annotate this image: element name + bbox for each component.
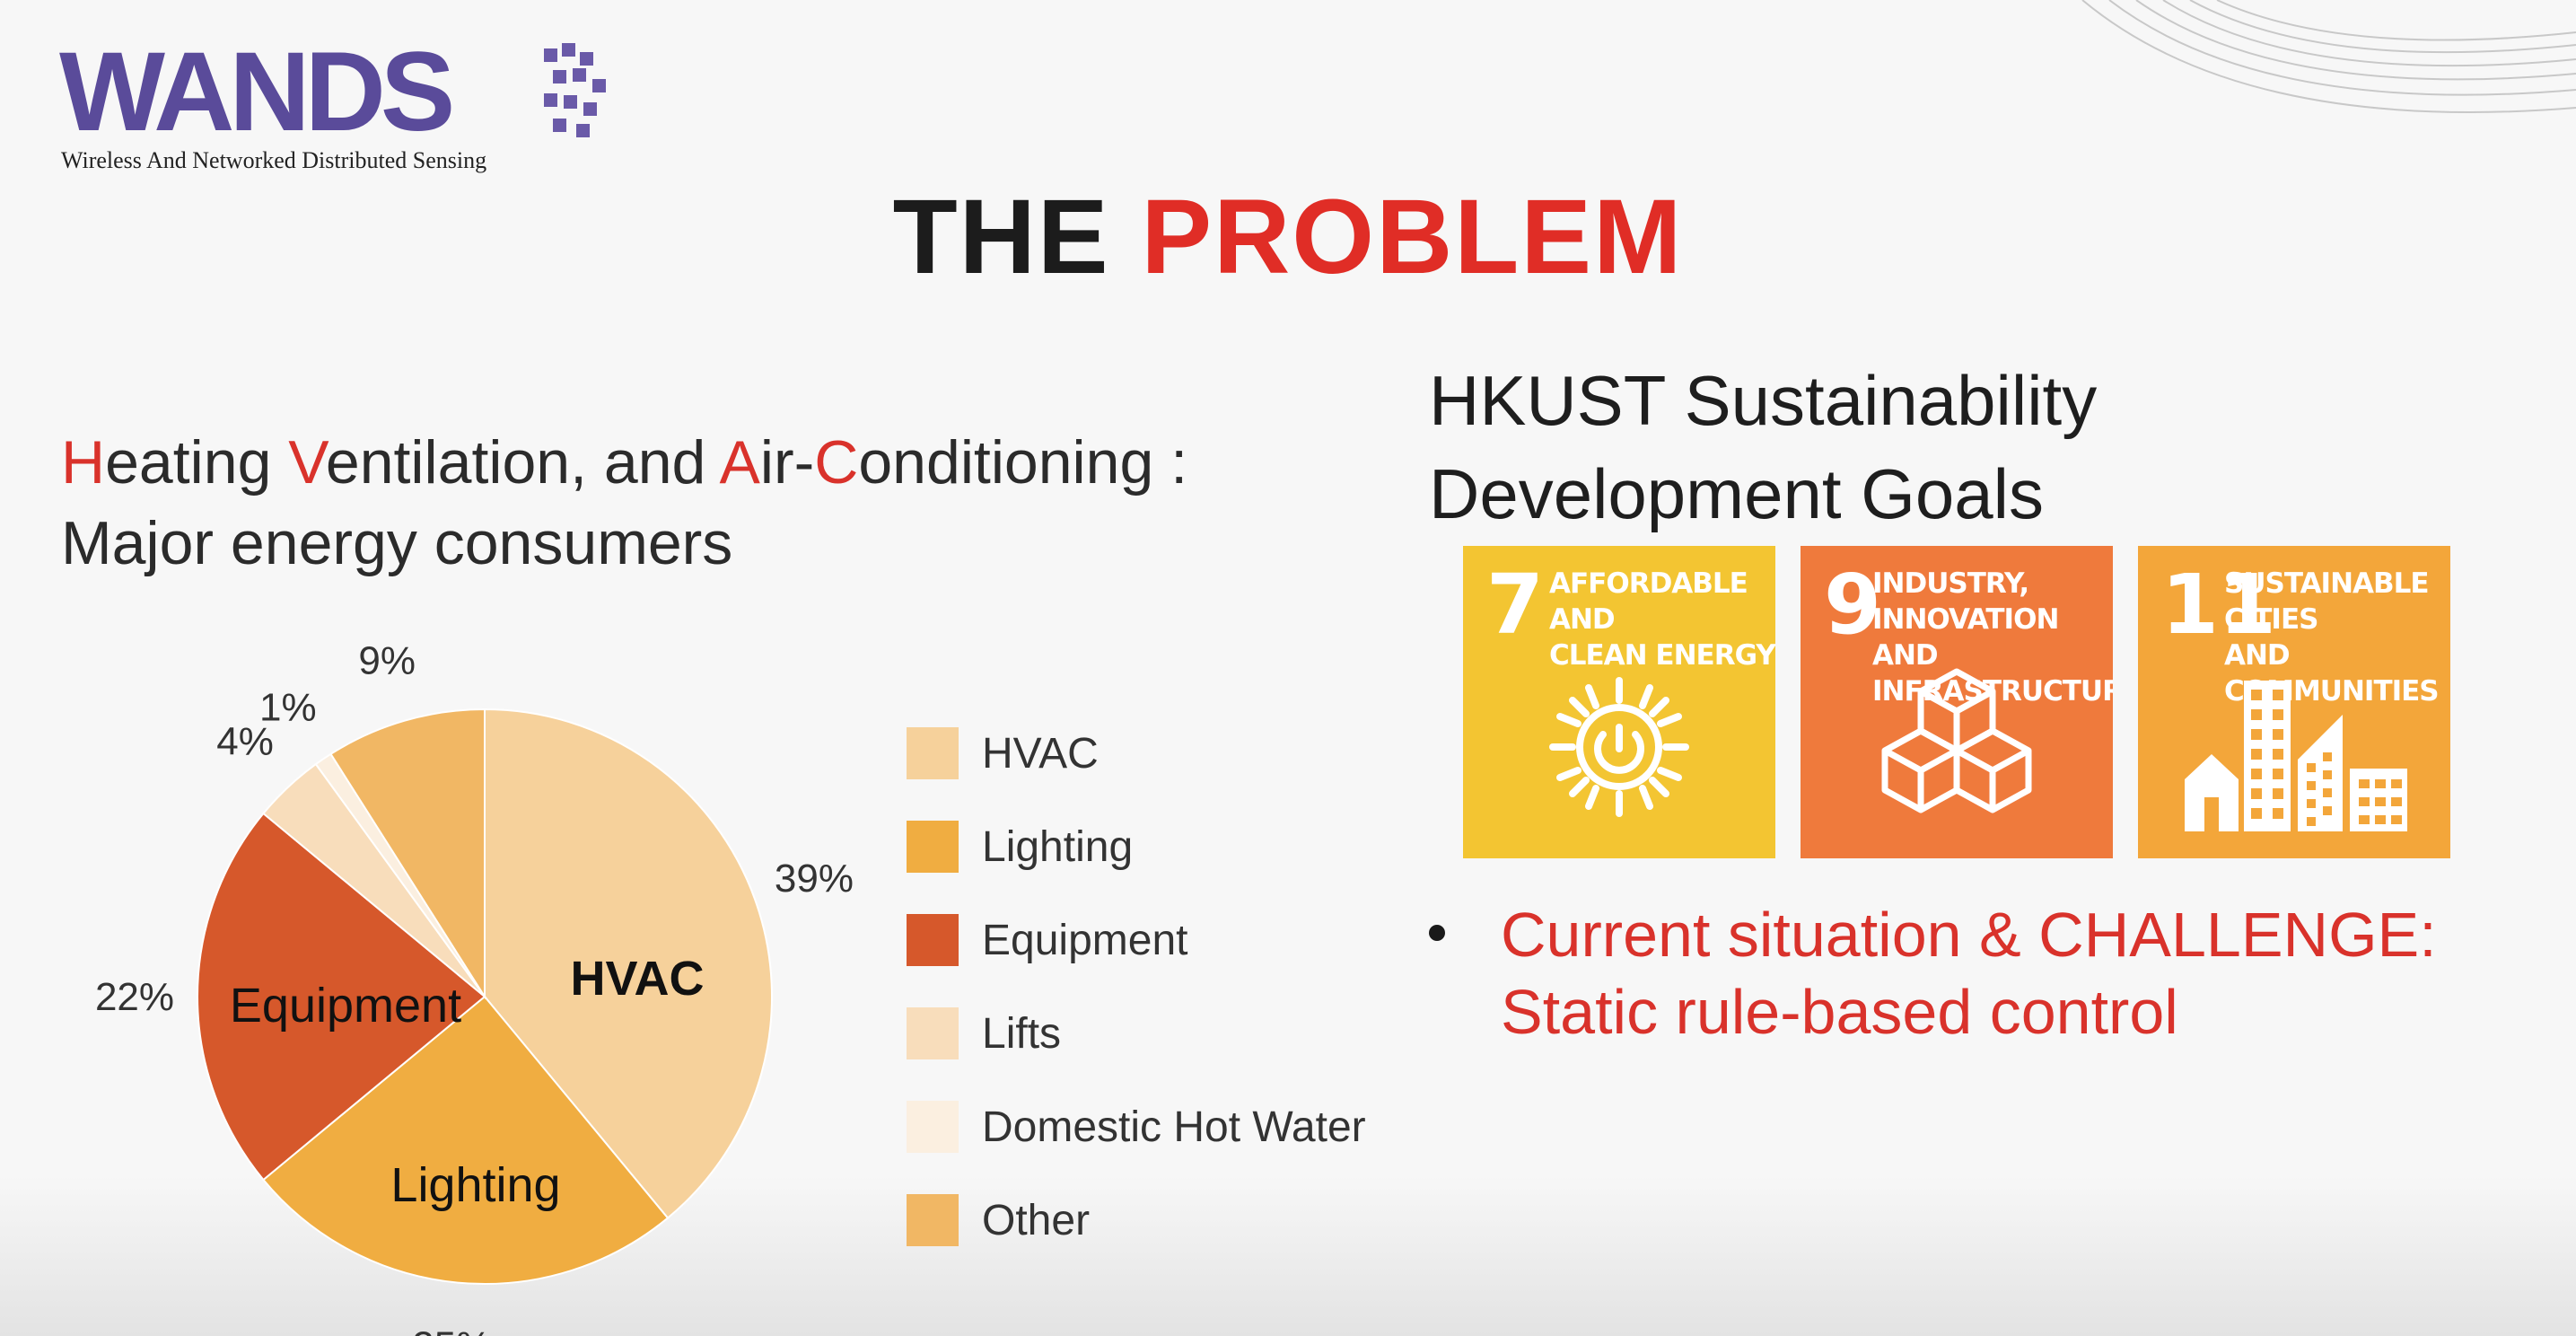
hvac-heading-line2: Major energy consumers <box>61 509 733 577</box>
legend-label: Domestic Hot Water <box>982 1103 1366 1151</box>
legend-swatch <box>907 914 959 966</box>
challenge-line2: Static rule-based control <box>1501 977 2178 1047</box>
hvac-heading-line1: Heating Ventilation, and Air-Conditionin… <box>61 422 1187 503</box>
pie-slice-other <box>329 708 486 1000</box>
hvac-heading: Heating Ventilation, and Air-Conditionin… <box>61 422 1187 584</box>
legend-swatch <box>907 1007 959 1059</box>
legend-label: Equipment <box>982 917 1188 964</box>
sdg-tile-9: 9 INDUSTRY, INNOVATION AND INFRASTRUCTUR… <box>1801 546 2113 858</box>
heading-text: ir- <box>759 428 815 497</box>
sdg-title: AFFORDABLE AND CLEAN ENERGY <box>1549 566 1775 673</box>
sdg-number: 9 <box>1824 557 1882 653</box>
sdg-number: 7 <box>1486 557 1545 653</box>
heading-text: entilation, and <box>325 428 720 497</box>
sdg-title-line1: INDUSTRY, INNOVATION <box>1872 567 2059 636</box>
cubes-icon <box>1881 668 2032 813</box>
legend-label: Lighting <box>982 823 1134 871</box>
letter-h: H <box>61 428 106 497</box>
challenge-line1: Current situation & CHALLENGE: <box>1501 900 2437 970</box>
power-sun-icon <box>1549 677 1689 817</box>
pie-percent-label: 1% <box>259 685 317 729</box>
sdg-title-line1: SUSTAINABLE CITIES <box>2224 567 2430 636</box>
legend-label: Other <box>982 1197 1091 1244</box>
sdg-heading-line2: Development Goals <box>1429 454 2045 533</box>
pie-slice-hvac <box>484 708 773 1219</box>
sdg-heading: HKUST Sustainability Development Goals <box>1429 354 2097 541</box>
pie-percent-label: 22% <box>95 975 174 1019</box>
pie-percent-label: 25% <box>412 1323 491 1336</box>
city-buildings-icon <box>2185 681 2407 831</box>
wands-logo: WANDS Wireless And Networked Distributed… <box>59 30 606 189</box>
heading-text: onditioning : <box>858 428 1188 497</box>
title-part-2: PROBLEM <box>1141 178 1684 296</box>
page-title: THE PROBLEM <box>0 176 2576 298</box>
sdg-title: INDUSTRY, INNOVATION AND INFRASTRUCTURE <box>1872 566 2113 709</box>
bullet-dot <box>1429 925 1445 941</box>
legend-swatch <box>907 727 959 779</box>
sdg-title-line2: CLEAN ENERGY <box>1549 639 1775 672</box>
title-part-1: THE <box>892 178 1110 296</box>
letter-v: V <box>288 428 326 497</box>
pie-slice-lighting <box>262 995 670 1285</box>
corner-arcs-decoration <box>2081 0 2576 113</box>
heading-text: eating <box>105 428 289 497</box>
legend-label: Lifts <box>982 1010 1062 1058</box>
sdg-tile-11: 11 SUSTAINABLE CITIES AND COMMUNITIES <box>2138 546 2450 858</box>
energy-pie-chart: 39% 25% 22% 4%1% 9% HVAC Lighting Equipment <box>95 638 854 1336</box>
challenge-bullet: Current situation & CHALLENGE: Static ru… <box>1501 896 2437 1050</box>
sdg-tile-7: 7 AFFORDABLE AND CLEAN ENERGY <box>1463 546 1775 858</box>
pie-slice-label: HVAC <box>570 952 704 1006</box>
pie-percent-label: 4% <box>216 720 274 764</box>
sdg-title-line1: AFFORDABLE AND <box>1549 567 1748 636</box>
logo-wordmark: WANDS <box>59 30 455 154</box>
letter-c: C <box>814 428 859 497</box>
sdg-heading-line1: HKUST Sustainability <box>1429 361 2098 440</box>
sdg-number: 11 <box>2161 557 2277 653</box>
legend-swatch <box>907 1194 959 1246</box>
pie-slice-label: Equipment <box>230 979 461 1033</box>
legend-swatch <box>907 1101 959 1153</box>
pie-percent-label: 9% <box>358 638 416 682</box>
logo-tagline: Wireless And Networked Distributed Sensi… <box>61 147 487 173</box>
legend-swatch <box>907 821 959 873</box>
pie-slice-equipment <box>197 812 486 1182</box>
pie-slice-label: Lighting <box>390 1158 560 1212</box>
pie-percent-label: 39% <box>775 857 854 901</box>
legend-label: HVAC <box>982 730 1099 778</box>
letter-a: A <box>719 428 760 497</box>
